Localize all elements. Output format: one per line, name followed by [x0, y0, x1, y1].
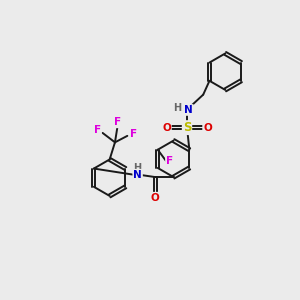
Text: N: N — [133, 170, 142, 180]
Text: S: S — [183, 121, 191, 134]
Text: F: F — [166, 156, 173, 166]
Text: F: F — [114, 117, 122, 127]
Text: N: N — [184, 105, 193, 115]
Text: H: H — [173, 103, 182, 113]
Text: F: F — [94, 125, 101, 135]
Text: O: O — [162, 123, 171, 133]
Text: H: H — [134, 163, 142, 173]
Text: O: O — [203, 123, 212, 133]
Text: F: F — [130, 129, 137, 139]
Text: O: O — [151, 193, 160, 203]
